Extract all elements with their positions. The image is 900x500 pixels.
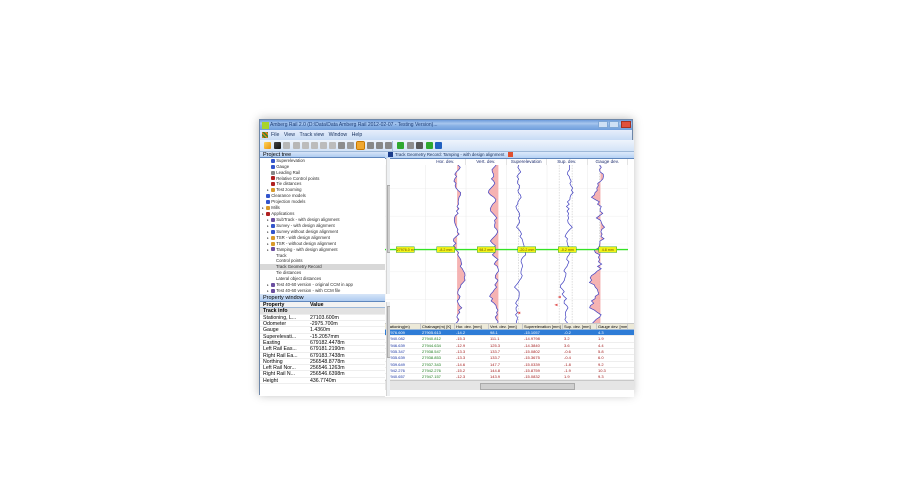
svg-text:-20.2 mm: -20.2 mm [519, 248, 534, 252]
svg-text:-0.2 mm: -0.2 mm [561, 248, 574, 252]
svg-text:-8.2 mm: -8.2 mm [439, 248, 452, 252]
svg-text:4.8 mm: 4.8 mm [602, 248, 614, 252]
svg-text:27976.0 m: 27976.0 m [397, 248, 414, 252]
svg-text:98.2 mm: 98.2 mm [479, 248, 493, 252]
